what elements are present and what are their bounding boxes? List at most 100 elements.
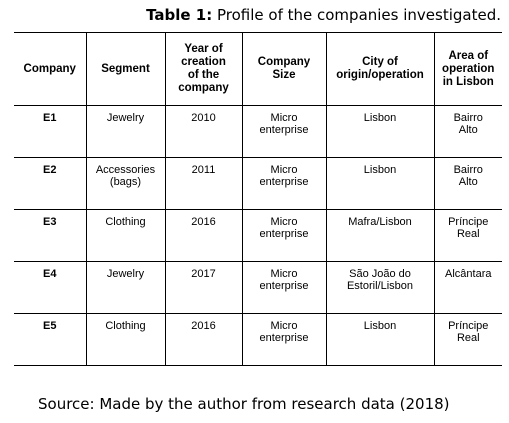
cell-text: Clothing: [105, 320, 146, 332]
cell-text: Mafra/Lisbon: [348, 216, 412, 228]
cell-text: Alto: [458, 176, 478, 188]
cell-text: E5: [43, 320, 57, 332]
cell-text: Company: [23, 62, 76, 75]
table-cell: Micro enterprise: [241, 209, 326, 262]
cell-text: E3: [43, 216, 57, 228]
cell-text: creation: [181, 56, 226, 68]
header-cell: Year of creation of the company: [164, 32, 242, 106]
table-cell: 2010: [164, 105, 242, 158]
table-cell: Bairro Alto: [433, 105, 502, 158]
cell-text: enterprise: [259, 124, 309, 136]
table-cell: Lisbon: [325, 313, 434, 366]
table-cell: E2: [14, 157, 86, 210]
cell-text: E1: [43, 112, 57, 124]
cell-text: enterprise: [259, 280, 309, 292]
cell-text: Jewelry: [106, 268, 145, 280]
cell-text: Micro: [270, 112, 298, 124]
cell-text: Alto: [458, 124, 478, 136]
table-cell: Jewelry: [85, 261, 165, 314]
table-cell: Príncipe Real: [433, 209, 502, 262]
cell-text: Lisbon: [363, 112, 397, 124]
source: Source: Made by the author from research…: [38, 395, 450, 413]
cell-text: Bairro: [453, 164, 483, 176]
cell-text: Company: [257, 56, 311, 68]
cell-text: 2017: [191, 268, 216, 280]
cell-text: company: [178, 82, 229, 94]
cell-text: Size: [272, 69, 296, 81]
cell-text: 2011: [191, 164, 216, 176]
cell-text: 2016: [191, 216, 216, 228]
cell-text: Real: [456, 228, 480, 240]
cell-text: Clothing: [105, 216, 146, 228]
table-cell: Alcântara: [433, 261, 502, 314]
header-cell: Segment: [85, 32, 165, 106]
header-cell: Area of operation in Lisbon: [433, 32, 502, 106]
cell-text: E2: [43, 164, 57, 176]
table-cell: Mafra/Lisbon: [325, 209, 434, 262]
table-cell: E1: [14, 105, 86, 158]
table-cell: Bairro Alto: [433, 157, 502, 210]
cell-text: E4: [43, 268, 57, 280]
table-cell: E4: [14, 261, 86, 314]
table-row: E4 Jewelry 2017 Micro enterprise São João do E…: [14, 261, 502, 314]
cell-text: Segment: [101, 62, 150, 75]
table-cell: Príncipe Real: [433, 313, 502, 366]
cell-text: Micro: [270, 216, 298, 228]
caption-label: Table 1:: [146, 6, 213, 24]
header-cell: Company Size: [241, 32, 326, 106]
table-row: E3 Clothing 2016 Micro enterprise Mafra/Lisbo…: [14, 209, 502, 262]
cell-text: Príncipe: [448, 216, 489, 228]
cell-text: enterprise: [259, 332, 309, 344]
cell-text: Micro: [270, 164, 298, 176]
table-cell: 2017: [164, 261, 242, 314]
table: Company Segment Year of creation of the compa…: [14, 32, 502, 366]
cell-text: enterprise: [259, 228, 309, 240]
cell-text: Jewelry: [106, 112, 145, 124]
table-cell: Clothing: [85, 209, 165, 262]
cell-text: Bairro: [453, 112, 483, 124]
table-cell: E3: [14, 209, 86, 262]
cell-text: enterprise: [259, 176, 309, 188]
cell-text: 2010: [191, 112, 216, 124]
cell-text: Accessories: [95, 164, 156, 176]
cell-text: São João do: [349, 268, 411, 280]
table-cell: Jewelry: [85, 105, 165, 158]
table-cell: E5: [14, 313, 86, 366]
table-cell: 2016: [164, 209, 242, 262]
table-cell: Lisbon: [325, 157, 434, 210]
header-cell: Company: [14, 32, 86, 106]
cell-text: of the: [187, 69, 220, 81]
cell-text: operation: [442, 62, 495, 75]
cell-text: Príncipe: [448, 320, 489, 332]
cell-text: Area of: [448, 49, 489, 62]
cell-text: 2016: [191, 320, 216, 332]
table-cell: 2016: [164, 313, 242, 366]
cell-text: Year of: [184, 43, 223, 55]
table-cell: Micro enterprise: [241, 261, 326, 314]
header-row: Company Segment Year of creation of the compa…: [14, 32, 502, 106]
table-row: E2 Accessories (bags) 2011 Micro enterprise Li…: [14, 157, 502, 210]
table-cell: São João do Estoril/Lisbon: [325, 261, 434, 314]
cell-text: Alcântara: [445, 268, 492, 280]
header-cell: City of origin/operation: [325, 32, 434, 106]
table-cell: Clothing: [85, 313, 165, 366]
cell-text: origin/operation: [336, 69, 424, 81]
table-cell: Micro enterprise: [241, 105, 326, 158]
cell-text: City of: [362, 56, 398, 68]
table-row: E5 Clothing 2016 Micro enterprise Lisbon Prínc…: [14, 313, 502, 366]
caption-text: Profile of the companies investigated.: [212, 6, 501, 24]
cell-text: Micro: [270, 268, 298, 280]
cell-text: Estoril/Lisbon: [346, 280, 414, 292]
table-cell: Micro enterprise: [241, 157, 326, 210]
table-cell: Accessories (bags): [85, 157, 165, 210]
cell-text: in Lisbon: [442, 75, 494, 88]
cell-text: Real: [456, 332, 480, 344]
cell-text: (bags): [109, 176, 142, 188]
table-body: E1 Jewelry 2010 Micro enterprise Lisbon Bairro…: [14, 105, 502, 366]
cell-text: Lisbon: [363, 164, 397, 176]
table-cell: 2011: [164, 157, 242, 210]
table-cell: Micro enterprise: [241, 313, 326, 366]
cell-text: Lisbon: [363, 320, 397, 332]
caption: Table 1: Profile of the companies invest…: [146, 6, 501, 24]
